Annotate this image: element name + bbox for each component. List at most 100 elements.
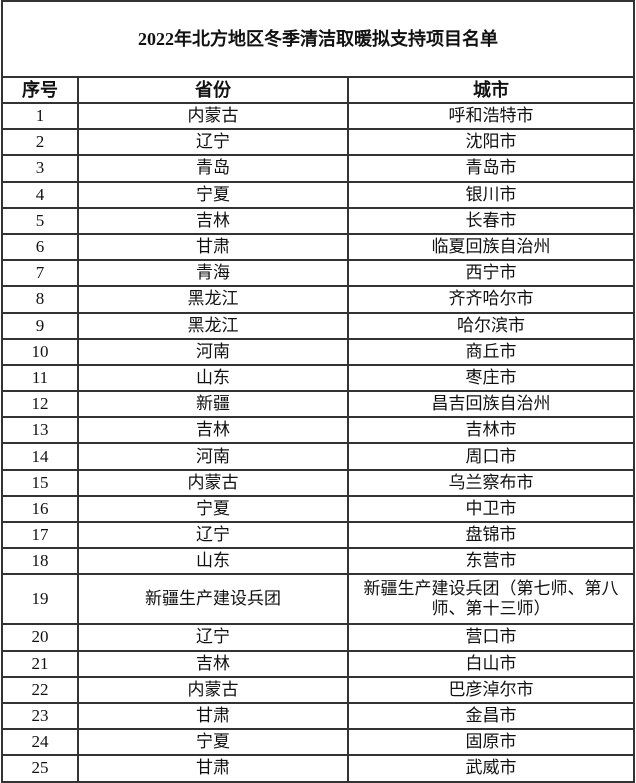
cell-city: 枣庄市 — [347, 363, 635, 393]
table-row: 20 辽宁 营口市 — [1, 623, 635, 652]
cell-city: 新疆生产建设兵团（第七师、第八师、第十三师） — [347, 573, 635, 626]
cell-city: 哈尔滨市 — [347, 311, 635, 340]
cell-city: 昌吉回族自治州 — [347, 390, 635, 419]
cell-index: 11 — [1, 363, 79, 393]
cell-province: 辽宁 — [77, 128, 349, 157]
table-row: 17 辽宁 盘锦市 — [1, 520, 635, 550]
cell-city: 中卫市 — [347, 494, 635, 524]
table-row: 15 内蒙古 乌兰察布市 — [1, 468, 635, 497]
cell-province: 宁夏 — [77, 180, 349, 209]
table-row: 22 内蒙古 巴彦淖尔市 — [1, 675, 635, 704]
table-row: 3 青岛 青岛市 — [1, 154, 635, 183]
table-title: 2022年北方地区冬季清洁取暖拟支持项目名单 — [1, 0, 635, 78]
table-row: 23 甘肃 金昌市 — [1, 701, 635, 731]
cell-city: 银川市 — [347, 180, 635, 209]
cell-city: 东营市 — [347, 547, 635, 576]
cell-city: 营口市 — [347, 623, 635, 652]
cell-city: 长春市 — [347, 206, 635, 235]
cell-province: 新疆 — [77, 390, 349, 419]
cell-city: 金昌市 — [347, 701, 635, 731]
cell-index: 20 — [1, 623, 79, 652]
cell-province: 甘肃 — [77, 701, 349, 731]
table-row: 25 甘肃 武威市 — [1, 754, 635, 783]
cell-province: 青岛 — [77, 154, 349, 183]
cell-index: 14 — [1, 442, 79, 471]
cell-index: 22 — [1, 675, 79, 704]
cell-province: 辽宁 — [77, 520, 349, 550]
cell-city: 吉林市 — [347, 416, 635, 445]
cell-index: 3 — [1, 154, 79, 183]
table-row: 21 吉林 白山市 — [1, 649, 635, 678]
cell-province: 内蒙古 — [77, 675, 349, 704]
table-row: 12 新疆 昌吉回族自治州 — [1, 390, 635, 419]
cell-city: 呼和浩特市 — [347, 101, 635, 131]
table-row: 13 吉林 吉林市 — [1, 416, 635, 445]
cell-index: 21 — [1, 649, 79, 678]
cell-index: 18 — [1, 547, 79, 576]
cell-index: 19 — [1, 573, 79, 626]
cell-province: 甘肃 — [77, 754, 349, 783]
cell-city: 盘锦市 — [347, 520, 635, 550]
header-province: 省份 — [77, 76, 349, 104]
cell-province: 内蒙古 — [77, 101, 349, 131]
cell-province: 青海 — [77, 259, 349, 288]
header-city: 城市 — [347, 76, 635, 104]
cell-city: 齐齐哈尔市 — [347, 285, 635, 314]
cell-city: 乌兰察布市 — [347, 468, 635, 497]
header-index: 序号 — [1, 76, 79, 104]
table-row: 7 青海 西宁市 — [1, 259, 635, 288]
cell-index: 9 — [1, 311, 79, 340]
table-row: 4 宁夏 银川市 — [1, 180, 635, 209]
cell-province: 宁夏 — [77, 728, 349, 757]
cell-province: 甘肃 — [77, 232, 349, 262]
cell-index: 17 — [1, 520, 79, 550]
cell-province: 黑龙江 — [77, 285, 349, 314]
table-row: 9 黑龙江 哈尔滨市 — [1, 311, 635, 340]
cell-province: 山东 — [77, 547, 349, 576]
table-row: 16 宁夏 中卫市 — [1, 494, 635, 524]
cell-city: 沈阳市 — [347, 128, 635, 157]
table-row: 10 河南 商丘市 — [1, 337, 635, 366]
cell-index: 15 — [1, 468, 79, 497]
cell-city: 巴彦淖尔市 — [347, 675, 635, 704]
cell-index: 10 — [1, 337, 79, 366]
cell-index: 1 — [1, 101, 79, 131]
cell-index: 16 — [1, 494, 79, 524]
cell-city: 临夏回族自治州 — [347, 232, 635, 262]
table-row: 8 黑龙江 齐齐哈尔市 — [1, 285, 635, 314]
cell-index: 13 — [1, 416, 79, 445]
cell-index: 25 — [1, 754, 79, 783]
cell-index: 7 — [1, 259, 79, 288]
cell-province: 河南 — [77, 337, 349, 366]
cell-province: 内蒙古 — [77, 468, 349, 497]
table-row: 2 辽宁 沈阳市 — [1, 128, 635, 157]
cell-city: 商丘市 — [347, 337, 635, 366]
cell-index: 4 — [1, 180, 79, 209]
table-row: 11 山东 枣庄市 — [1, 363, 635, 393]
cell-province: 辽宁 — [77, 623, 349, 652]
table-row: 19 新疆生产建设兵团 新疆生产建设兵团（第七师、第八师、第十三师） — [1, 573, 635, 626]
cell-city: 周口市 — [347, 442, 635, 471]
cell-city: 青岛市 — [347, 154, 635, 183]
cell-province: 吉林 — [77, 649, 349, 678]
table-row: 1 内蒙古 呼和浩特市 — [1, 101, 635, 131]
cell-province: 黑龙江 — [77, 311, 349, 340]
table-row: 5 吉林 长春市 — [1, 206, 635, 235]
cell-province: 吉林 — [77, 416, 349, 445]
cell-index: 23 — [1, 701, 79, 731]
cell-index: 5 — [1, 206, 79, 235]
cell-province: 宁夏 — [77, 494, 349, 524]
cell-index: 8 — [1, 285, 79, 314]
cell-province: 吉林 — [77, 206, 349, 235]
cell-index: 6 — [1, 232, 79, 262]
table-row: 14 河南 周口市 — [1, 442, 635, 471]
cell-index: 2 — [1, 128, 79, 157]
cell-city: 白山市 — [347, 649, 635, 678]
cell-province: 新疆生产建设兵团 — [77, 573, 349, 626]
table-row: 6 甘肃 临夏回族自治州 — [1, 232, 635, 262]
cell-province: 河南 — [77, 442, 349, 471]
cell-city: 固原市 — [347, 728, 635, 757]
table-row: 24 宁夏 固原市 — [1, 728, 635, 757]
cell-province: 山东 — [77, 363, 349, 393]
